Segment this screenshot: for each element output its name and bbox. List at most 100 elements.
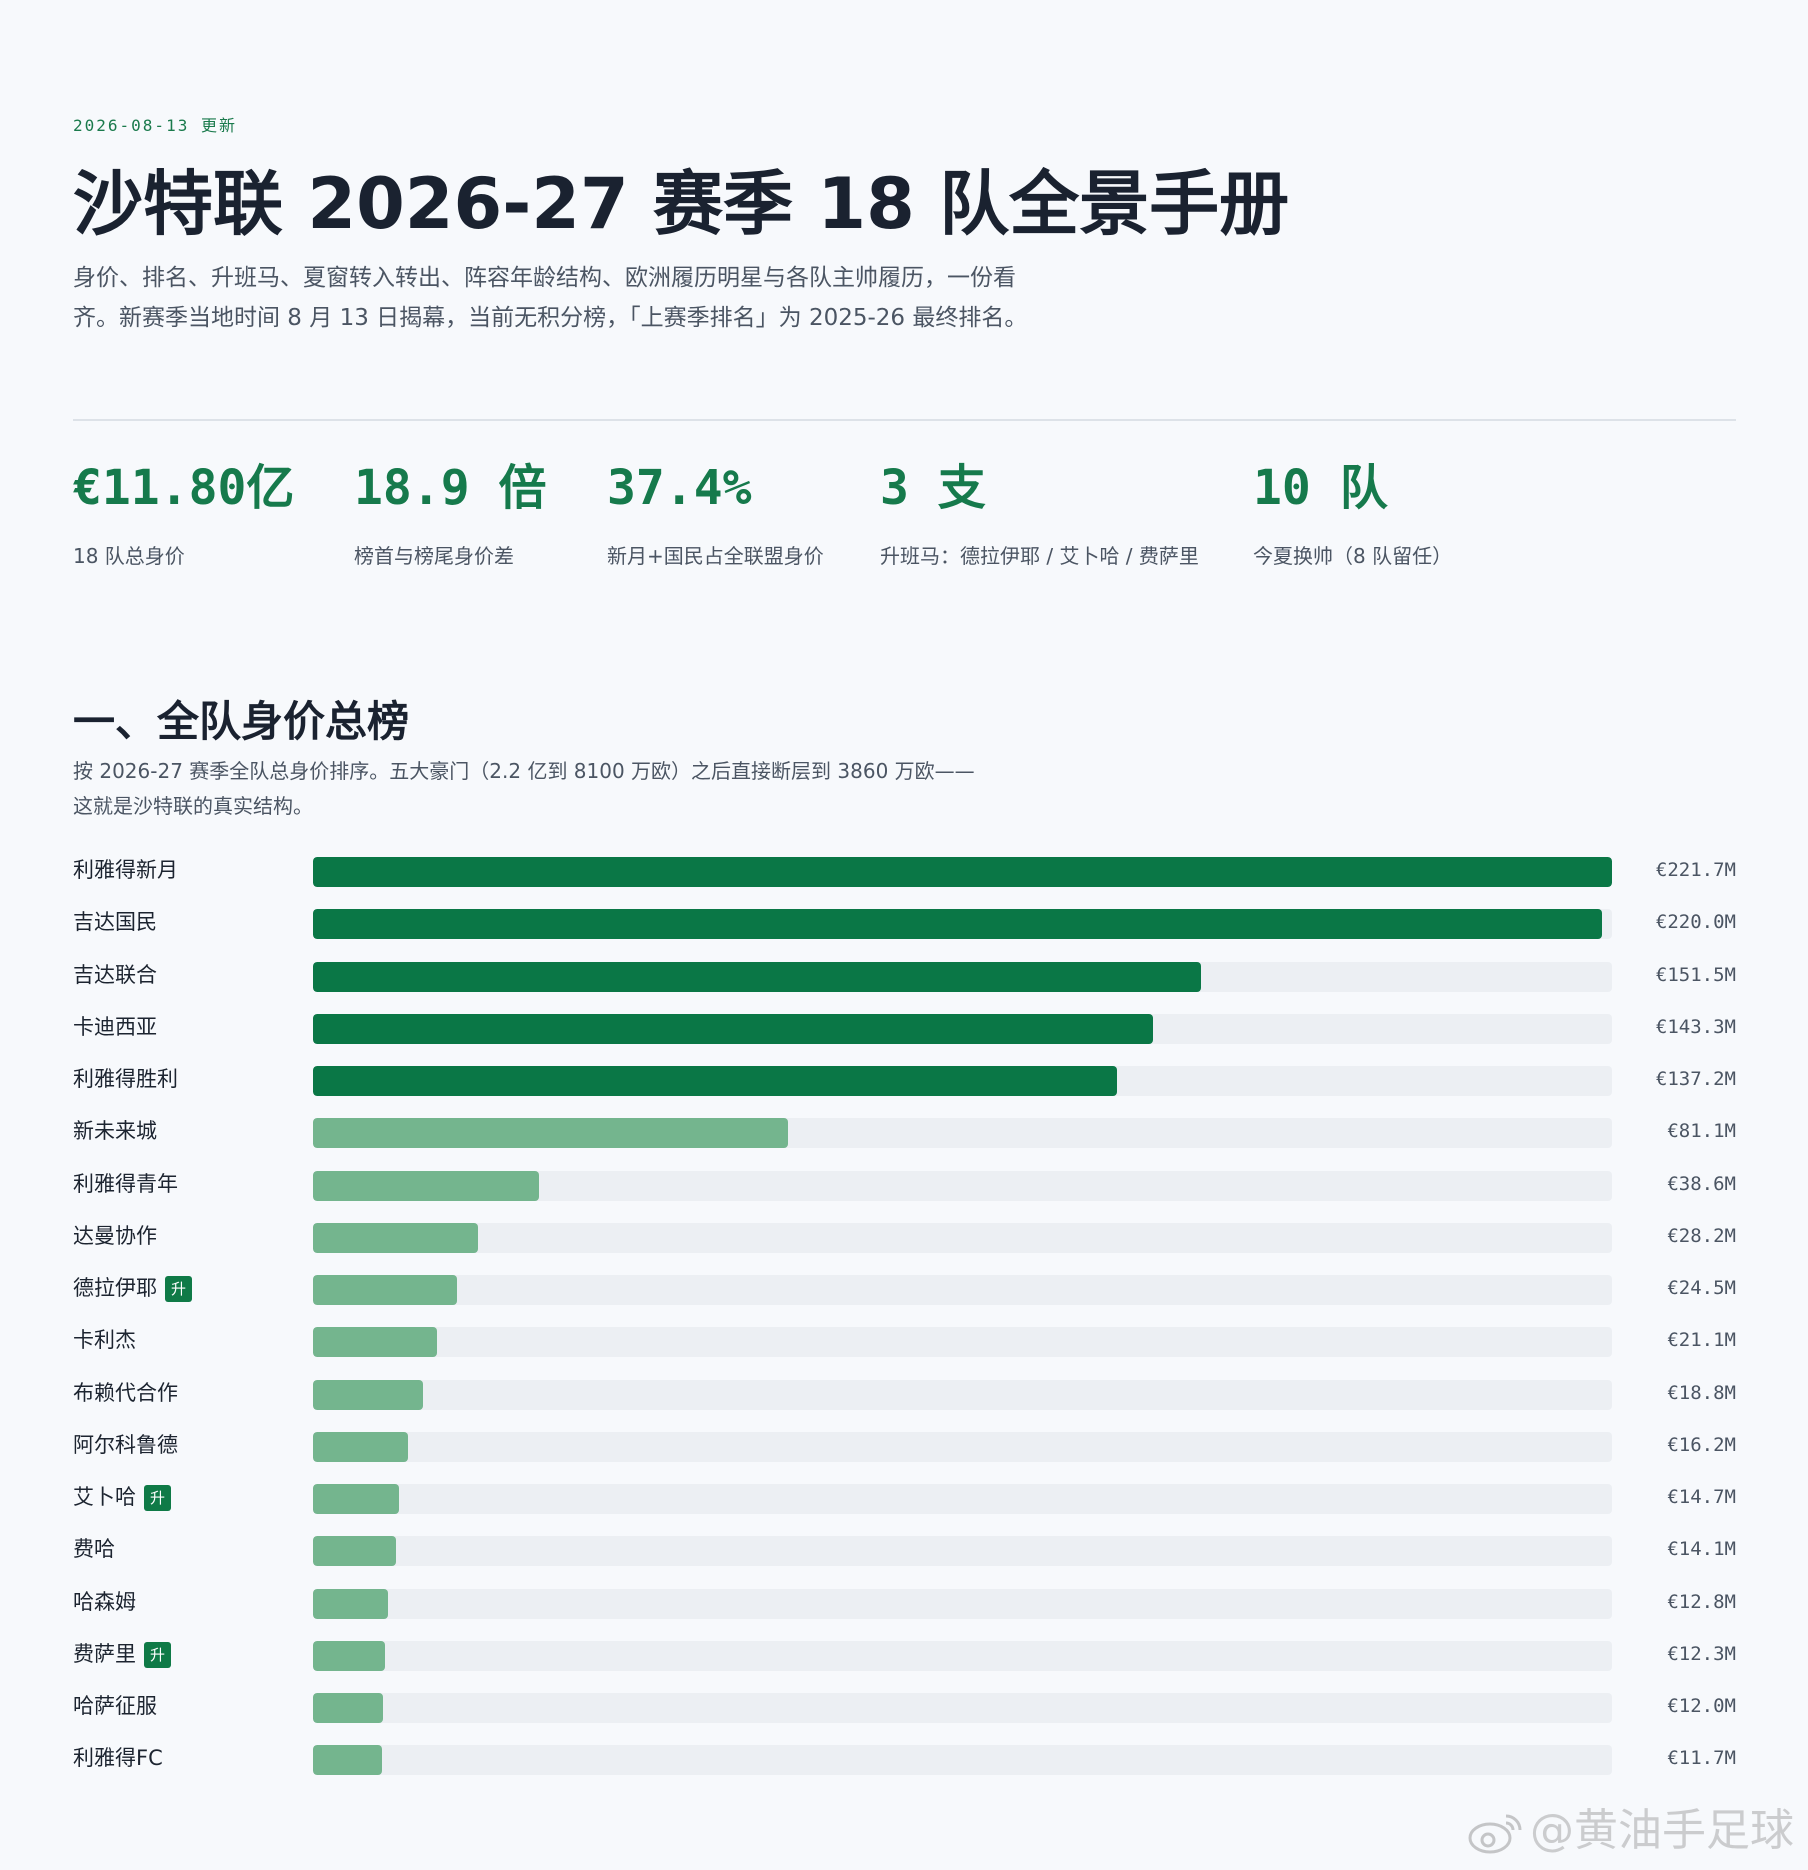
bar-value-label: €14.7M [1667, 1486, 1736, 1508]
team-name: 利雅得胜利 [73, 1067, 178, 1091]
team-name: 布赖代合作 [73, 1380, 178, 1405]
watermark-text: @黄油手足球 [1530, 1805, 1794, 1856]
stat-top-two-share: 37.4% 新月+国民占全联盟身价 [607, 458, 824, 569]
updated-date: 2026-08-13 更新 [73, 116, 237, 135]
bar [313, 1431, 408, 1462]
team-name: 德拉伊耶 [73, 1276, 157, 1300]
bar-category-label: 费萨里升 [73, 1634, 172, 1674]
bar-track [313, 1640, 1612, 1671]
bar-row: 吉达联合 €151.5M [73, 955, 1736, 1007]
bar-track [313, 1431, 1612, 1462]
bar-row: 达曼协作 €28.2M [73, 1216, 1736, 1268]
bar-track [313, 1118, 1612, 1149]
stat-value-gap: 18.9 倍 榜首与榜尾身价差 [354, 458, 547, 569]
stat-label: 今夏换帅（8 队留任） [1253, 544, 1453, 568]
bar-value-label: €137.2M [1655, 1068, 1736, 1090]
intro-paragraph: 身价、排名、升班马、夏窗转入转出、阵容年龄结构、欧洲履历明星与各队主帅履历，一份… [73, 265, 1028, 331]
bar-category-label: 利雅得新月 [73, 850, 178, 890]
bar-value-label: €38.6M [1667, 1172, 1736, 1195]
bar [313, 1013, 1153, 1044]
stat-value: 37.4% [607, 460, 752, 516]
bar [313, 1170, 540, 1201]
bar-row: 阿尔科鲁德 €16.2M [73, 1425, 1736, 1477]
bar-value-label: €16.2M [1667, 1433, 1736, 1456]
stat-coach-changes: 10 队 今夏换帅（8 队留任） [1253, 458, 1452, 569]
stat-total-value: €11.80亿 18 队总身价 [73, 458, 294, 569]
bar-value-label: €143.3M [1655, 1015, 1736, 1038]
bar [313, 857, 1612, 887]
bar-track [313, 857, 1612, 887]
stat-value: 3 支 [880, 460, 986, 516]
team-name: 卡利杰 [73, 1328, 136, 1353]
team-name: 吉达联合 [73, 962, 157, 987]
bar-row: 费哈 €14.1M [73, 1529, 1736, 1581]
bar-category-label: 卡迪西亚 [73, 1007, 157, 1047]
stat-value: €11.80亿 [73, 460, 295, 516]
bar-category-label: 利雅得胜利 [73, 1059, 178, 1099]
bar [313, 1275, 457, 1305]
bar-value-label: €12.3M [1667, 1642, 1736, 1665]
stat-label: 榜首与榜尾身价差 [354, 544, 514, 568]
bar [313, 1693, 384, 1723]
team-name: 费萨里 [73, 1641, 136, 1666]
weibo-logo-icon [1468, 1814, 1522, 1854]
bar-row: 艾卜哈升 €14.7M [73, 1477, 1736, 1529]
stat-promoted: 3 支 升班马：德拉伊耶 / 艾卜哈 / 费萨里 [880, 458, 1199, 569]
bar [313, 1327, 437, 1358]
team-name: 阿尔科鲁德 [73, 1432, 178, 1457]
bar-row: 利雅得FC €11.7M [73, 1738, 1736, 1790]
bar-category-label: 德拉伊耶升 [73, 1268, 193, 1308]
bar-row: 利雅得青年 €38.6M [73, 1164, 1736, 1216]
team-name: 艾卜哈 [73, 1485, 136, 1509]
bar-row: 利雅得新月 €221.7M [73, 850, 1736, 902]
bar-track [313, 1693, 1612, 1723]
promoted-badge: 升 [144, 1641, 172, 1668]
team-name: 卡迪西亚 [73, 1014, 157, 1039]
page-title: 沙特联 2026-27 赛季 18 队全景手册 [73, 163, 1290, 245]
bar-category-label: 哈萨征服 [73, 1686, 157, 1726]
team-name: 哈萨征服 [73, 1694, 157, 1718]
bar-value-label: €11.7M [1667, 1747, 1736, 1770]
bar-row: 布赖代合作 €18.8M [73, 1373, 1736, 1425]
bar [313, 1745, 382, 1776]
bar-category-label: 费哈 [73, 1529, 115, 1569]
bar-value-label: €18.8M [1667, 1381, 1736, 1404]
bar-category-label: 艾卜哈升 [73, 1477, 172, 1517]
team-name: 新未来城 [73, 1119, 157, 1144]
team-name: 利雅得FC [73, 1746, 163, 1771]
bar-value-label: €221.7M [1655, 859, 1736, 881]
bar [313, 1536, 396, 1567]
team-name: 费哈 [73, 1537, 115, 1562]
bar-value-label: €14.1M [1667, 1538, 1736, 1561]
bar [313, 1118, 789, 1149]
bar-value-label: €28.2M [1667, 1224, 1736, 1247]
bar-track [313, 1170, 1612, 1201]
team-name: 吉达国民 [73, 910, 157, 935]
bar-value-label: €12.0M [1667, 1695, 1736, 1717]
stat-value: 18.9 倍 [354, 460, 547, 516]
bar-category-label: 卡利杰 [73, 1320, 136, 1360]
bar-row: 卡迪西亚 €143.3M [73, 1007, 1736, 1059]
bar [313, 961, 1201, 992]
bar [313, 909, 1603, 940]
bar-track [313, 1588, 1612, 1619]
bar [313, 1484, 400, 1514]
watermark: @黄油手足球 [1466, 1794, 1794, 1858]
bar-value-label: €21.1M [1667, 1329, 1736, 1352]
bar-category-label: 达曼协作 [73, 1216, 157, 1256]
bar-value-label: €24.5M [1667, 1277, 1736, 1299]
bar-track [313, 1222, 1612, 1253]
team-name: 利雅得新月 [73, 858, 178, 882]
bar-track [313, 1013, 1612, 1044]
bar-row: 费萨里升 €12.3M [73, 1634, 1736, 1686]
bar-category-label: 新未来城 [73, 1111, 157, 1151]
bar [313, 1640, 386, 1671]
bar-row: 德拉伊耶升 €24.5M [73, 1268, 1736, 1320]
bar-track [313, 1379, 1612, 1410]
stat-label: 新月+国民占全联盟身价 [607, 544, 824, 568]
bar-track [313, 1536, 1612, 1567]
bar-category-label: 哈森姆 [73, 1582, 136, 1622]
bar-row: 哈萨征服 €12.0M [73, 1686, 1736, 1738]
bar-category-label: 利雅得青年 [73, 1164, 178, 1204]
bar-track [313, 909, 1612, 940]
